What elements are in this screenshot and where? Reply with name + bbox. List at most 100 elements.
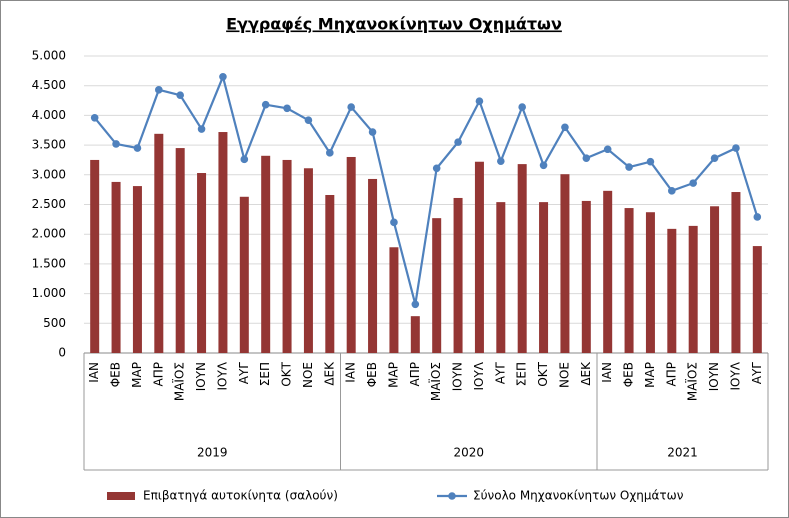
x-tick-label: ΑΠΡ	[151, 362, 165, 386]
group-label: 2019	[197, 446, 228, 460]
bar	[368, 178, 378, 353]
line-marker	[518, 103, 526, 111]
y-tick-label: 3.000	[32, 167, 66, 181]
x-tick-label: ΑΥΓ	[493, 362, 507, 385]
y-tick-label: 4.000	[32, 108, 66, 122]
x-tick-label: ΔΕΚ	[322, 361, 336, 386]
line-marker	[112, 140, 120, 148]
line-marker	[390, 218, 398, 227]
line-marker	[603, 145, 612, 154]
line-marker	[475, 97, 484, 105]
line-marker	[219, 72, 227, 81]
bar	[731, 192, 741, 353]
y-tick-label: 1.500	[32, 256, 66, 270]
bar	[453, 197, 463, 353]
bar	[410, 316, 420, 353]
line-marker	[240, 155, 249, 164]
x-tick-label: ΣΕΠ	[258, 362, 272, 386]
y-tick-label: 5.000	[32, 49, 66, 63]
y-tick-label: 2.000	[32, 227, 66, 241]
bar	[667, 228, 677, 353]
x-tick-label: ΙΑΝ	[87, 362, 101, 383]
x-tick-label: ΦΕΒ	[109, 362, 123, 387]
legend-label: Επιβατηγά αυτοκίνητα (σαλούν)	[143, 489, 338, 503]
bar	[624, 208, 634, 353]
x-tick-label: ΙΟΥΝ	[707, 362, 721, 391]
line-marker	[454, 138, 462, 146]
bar	[496, 202, 506, 353]
line-marker	[689, 179, 697, 187]
line-marker	[197, 125, 206, 133]
line-marker	[326, 149, 334, 157]
x-tick-label: ΙΟΥΛ	[472, 361, 486, 390]
bar	[432, 218, 442, 353]
x-tick-label: ΣΕΠ	[515, 362, 529, 386]
line-marker	[539, 161, 548, 170]
line-marker	[753, 213, 762, 221]
x-tick-label: ΑΠΡ	[408, 362, 422, 386]
line-marker	[347, 103, 355, 111]
legend-label: Σύνολο Μηχανοκίνητων Οχημάτων	[473, 489, 684, 503]
x-tick-label: ΜΑΡ	[643, 362, 657, 388]
x-tick-label: ΟΚΤ	[280, 361, 294, 386]
bar	[90, 159, 100, 353]
group-label: 2021	[667, 446, 698, 460]
y-tick-label: 3.500	[32, 138, 66, 152]
y-tick-label: 4.500	[32, 78, 66, 92]
line-marker	[561, 123, 569, 132]
x-tick-label: ΙΟΥΝ	[451, 362, 465, 391]
x-tick-label: ΝΟΕ	[301, 362, 315, 388]
bar	[688, 225, 698, 353]
line-marker	[710, 154, 719, 162]
x-tick-label: ΙΑΝ	[344, 362, 358, 383]
line-marker	[582, 154, 591, 162]
x-tick-label: ΜΑΡ	[386, 362, 400, 388]
bar	[560, 174, 570, 353]
x-tick-label: ΑΥΓ	[750, 362, 764, 385]
bar	[132, 186, 142, 353]
line-marker	[176, 91, 184, 100]
x-tick-label: ΜΑΪΟΣ	[685, 362, 700, 401]
bar	[539, 202, 549, 353]
bar	[111, 181, 121, 353]
bar	[389, 247, 399, 353]
line-marker	[497, 157, 505, 165]
line-marker	[411, 300, 420, 309]
bar	[175, 148, 185, 353]
bar	[239, 196, 249, 353]
bar	[581, 200, 591, 353]
x-tick-label: ΦΕΒ	[365, 362, 379, 387]
line-marker	[155, 86, 163, 94]
bar	[603, 190, 613, 353]
x-tick-label: ΙΟΥΝ	[194, 362, 208, 391]
line-marker	[668, 187, 676, 195]
x-tick-label: ΑΠΡ	[664, 362, 678, 386]
bar	[710, 206, 720, 353]
line-marker	[732, 144, 740, 152]
x-tick-label: ΙΟΥΛ	[728, 361, 742, 390]
line-marker	[368, 128, 377, 136]
line-marker	[133, 144, 142, 152]
line-marker	[90, 113, 99, 122]
line-marker	[432, 164, 441, 173]
line-marker	[625, 163, 633, 171]
bar	[346, 156, 356, 353]
bar	[752, 246, 762, 353]
x-tick-label: ΟΚΤ	[536, 361, 550, 386]
y-tick-label: 500	[43, 316, 66, 330]
x-tick-label: ΝΟΕ	[557, 362, 571, 388]
bar	[645, 212, 655, 353]
x-tick-label: ΜΑΪΟΣ	[172, 362, 187, 401]
bar	[197, 173, 207, 353]
group-label: 2020	[453, 446, 484, 460]
x-tick-label: ΔΕΚ	[579, 361, 593, 386]
line-marker	[261, 100, 270, 109]
x-tick-label: ΦΕΒ	[622, 362, 636, 387]
line-marker	[283, 104, 291, 113]
legend-swatch	[107, 492, 135, 500]
y-tick-label: 2.500	[32, 197, 66, 211]
bar	[154, 133, 164, 353]
bar	[474, 161, 484, 353]
y-tick-label: 0	[58, 346, 66, 360]
